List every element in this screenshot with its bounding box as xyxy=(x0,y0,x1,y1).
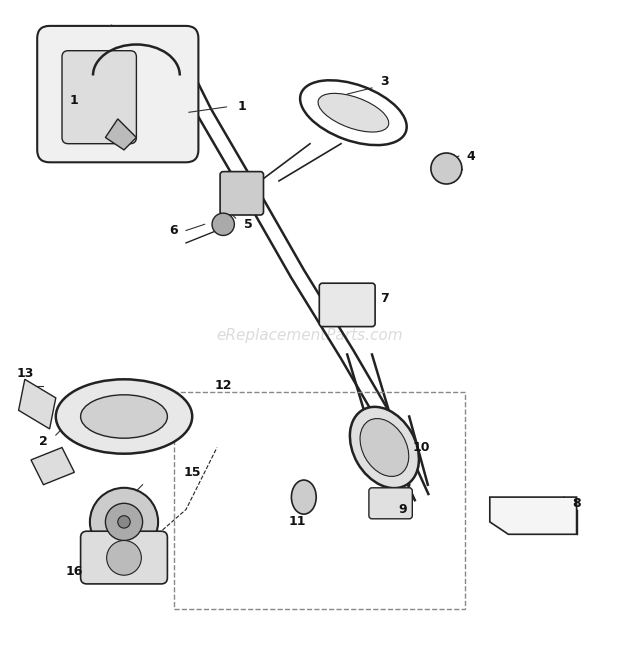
Ellipse shape xyxy=(360,419,409,476)
Circle shape xyxy=(105,503,143,540)
Text: 1: 1 xyxy=(237,100,246,113)
Polygon shape xyxy=(31,448,74,485)
Text: 3: 3 xyxy=(380,75,389,88)
Ellipse shape xyxy=(81,395,167,438)
Ellipse shape xyxy=(318,93,389,132)
Text: 12: 12 xyxy=(215,379,232,392)
Text: 1: 1 xyxy=(70,94,79,107)
Polygon shape xyxy=(105,119,136,150)
Circle shape xyxy=(431,153,462,184)
Circle shape xyxy=(90,488,158,556)
FancyBboxPatch shape xyxy=(62,50,136,144)
Text: 11: 11 xyxy=(289,516,306,529)
Polygon shape xyxy=(490,497,577,534)
FancyBboxPatch shape xyxy=(319,283,375,327)
Text: eReplacementParts.com: eReplacementParts.com xyxy=(216,329,404,344)
Text: 2: 2 xyxy=(39,435,48,448)
Ellipse shape xyxy=(291,480,316,514)
FancyBboxPatch shape xyxy=(220,171,264,215)
Text: 8: 8 xyxy=(572,497,581,510)
Circle shape xyxy=(107,540,141,575)
Text: 6: 6 xyxy=(169,224,178,237)
Text: 4: 4 xyxy=(467,149,476,162)
Text: 10: 10 xyxy=(413,441,430,454)
Text: 13: 13 xyxy=(16,367,33,380)
Ellipse shape xyxy=(350,407,419,488)
FancyBboxPatch shape xyxy=(37,26,198,162)
Ellipse shape xyxy=(56,379,192,454)
FancyBboxPatch shape xyxy=(369,488,412,519)
Text: 15: 15 xyxy=(184,466,201,479)
Circle shape xyxy=(212,213,234,236)
Text: 9: 9 xyxy=(399,503,407,516)
Text: 5: 5 xyxy=(244,218,252,231)
Circle shape xyxy=(118,516,130,528)
Polygon shape xyxy=(19,379,56,429)
FancyBboxPatch shape xyxy=(81,531,167,584)
Text: 16: 16 xyxy=(66,565,83,578)
Text: 7: 7 xyxy=(380,292,389,305)
